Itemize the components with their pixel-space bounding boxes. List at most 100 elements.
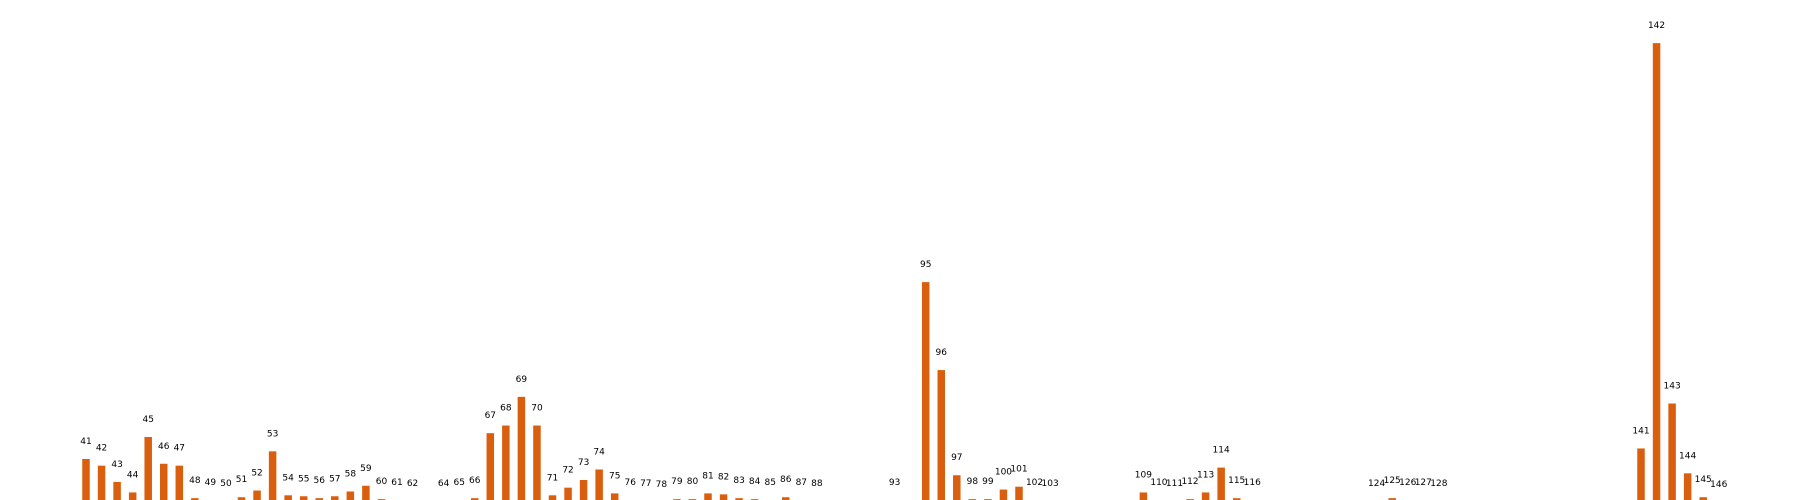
bar-label-82: 82	[718, 472, 729, 482]
bar-label-70: 70	[531, 404, 543, 414]
bar-label-41: 41	[80, 437, 91, 447]
bar-100	[999, 489, 1008, 500]
bar-66	[471, 498, 479, 500]
bar-114	[1217, 467, 1225, 500]
bar-109	[1139, 492, 1148, 500]
bar-57	[331, 496, 339, 500]
bar-53	[268, 451, 277, 500]
bar-label-54: 54	[282, 473, 294, 483]
bar-label-144: 144	[1679, 451, 1696, 461]
bar-86	[782, 497, 790, 500]
bar-48	[191, 498, 199, 500]
bar-label-75: 75	[609, 471, 620, 481]
bar-42	[97, 465, 106, 500]
bar-46	[160, 463, 168, 500]
bar-label-99: 99	[982, 477, 994, 487]
bar-label-114: 114	[1213, 446, 1230, 456]
bar-label-124: 124	[1368, 479, 1385, 489]
bar-label-83: 83	[733, 476, 744, 486]
bar-label-47: 47	[174, 444, 185, 454]
bar-41	[82, 458, 90, 500]
bar-125	[1388, 498, 1396, 500]
bar-label-100: 100	[995, 468, 1012, 478]
bar-label-66: 66	[469, 476, 481, 486]
bar-label-73: 73	[578, 458, 589, 468]
bar-label-67: 67	[485, 411, 496, 421]
bar-71	[548, 495, 557, 500]
bar-label-128: 128	[1430, 479, 1447, 489]
bar-label-71: 71	[547, 473, 558, 483]
bar-label-46: 46	[158, 442, 170, 452]
bar-59	[362, 485, 370, 500]
bar-label-74: 74	[593, 448, 605, 458]
bar-label-65: 65	[453, 478, 464, 488]
bar-67	[486, 433, 495, 500]
bar-label-115: 115	[1228, 476, 1245, 486]
bar-144	[1683, 473, 1692, 500]
bar-label-146: 146	[1710, 480, 1727, 490]
bar-55	[299, 496, 308, 500]
bar-label-112: 112	[1181, 477, 1198, 487]
bar-58	[346, 491, 355, 500]
bar-97	[953, 475, 961, 500]
bar-51	[237, 497, 246, 500]
bar-label-56: 56	[314, 476, 326, 486]
bar-label-143: 143	[1664, 382, 1681, 392]
bar-145	[1699, 497, 1707, 500]
bar-label-49: 49	[205, 478, 217, 488]
bar-56	[315, 498, 323, 500]
bar-label-57: 57	[329, 474, 340, 484]
bar-43	[113, 481, 121, 500]
bar-141	[1637, 448, 1645, 500]
bar-47	[175, 465, 184, 500]
bar-label-86: 86	[780, 475, 792, 485]
bar-95	[921, 282, 930, 500]
bar-83	[735, 498, 743, 500]
bar-label-80: 80	[687, 477, 699, 487]
bar-label-45: 45	[142, 415, 153, 425]
bar-label-51: 51	[236, 475, 247, 485]
bar-label-111: 111	[1166, 479, 1183, 489]
bar-142	[1652, 43, 1661, 500]
bar-115	[1232, 498, 1241, 500]
bar-label-88: 88	[811, 479, 823, 489]
bar-label-101: 101	[1010, 465, 1027, 475]
bar-82	[719, 494, 728, 500]
bar-label-50: 50	[220, 479, 232, 489]
bar-54	[284, 495, 292, 500]
bar-label-85: 85	[764, 478, 775, 488]
bar-label-48: 48	[189, 476, 201, 486]
bar-label-44: 44	[127, 470, 139, 480]
bar-label-72: 72	[562, 466, 573, 476]
bar-72	[564, 487, 572, 500]
bar-45	[144, 436, 152, 500]
bar-label-93: 93	[889, 478, 900, 488]
bar-label-141: 141	[1632, 426, 1649, 436]
bar-label-127: 127	[1415, 478, 1432, 488]
bar-label-61: 61	[391, 478, 402, 488]
bar-label-126: 126	[1399, 478, 1416, 488]
bar-label-87: 87	[796, 478, 807, 488]
bar-label-102: 102	[1026, 478, 1043, 488]
bar-label-64: 64	[438, 479, 450, 489]
bar-label-59: 59	[360, 464, 372, 474]
bar-label-62: 62	[407, 479, 418, 489]
bar-75	[610, 493, 619, 500]
bar-label-103: 103	[1042, 479, 1059, 489]
bar-143	[1668, 403, 1676, 500]
bar-label-81: 81	[702, 471, 713, 481]
bar-101	[1015, 486, 1023, 500]
bar-label-113: 113	[1197, 470, 1214, 480]
bar-73	[579, 480, 588, 500]
bar-label-53: 53	[267, 429, 278, 439]
bar-label-142: 142	[1648, 21, 1665, 31]
bar-label-78: 78	[656, 480, 668, 490]
bar-label-77: 77	[640, 479, 651, 489]
bar-label-109: 109	[1135, 470, 1152, 480]
bar-label-58: 58	[345, 469, 357, 479]
bar-label-79: 79	[671, 477, 683, 487]
bar-69	[517, 396, 526, 500]
bar-label-116: 116	[1244, 478, 1261, 488]
